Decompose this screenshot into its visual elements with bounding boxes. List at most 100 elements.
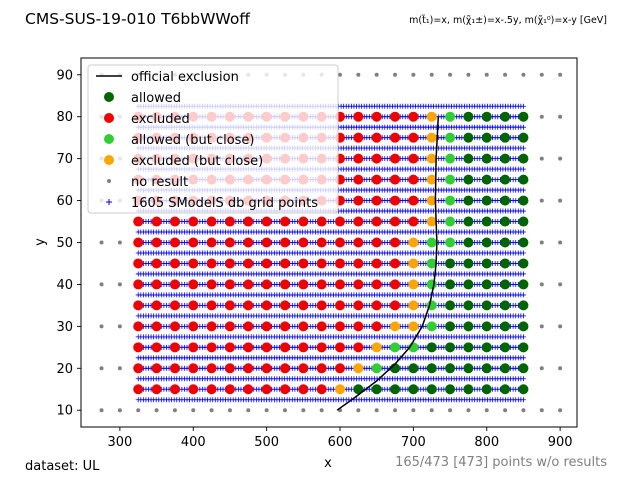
chart-title: CMS-SUS-19-010 T6bbWWoff (25, 10, 250, 28)
legend-marker (104, 113, 114, 123)
excluded-point (261, 384, 272, 395)
excluded-close-point (353, 363, 364, 374)
excluded-point (408, 132, 419, 143)
excluded-point (243, 258, 254, 269)
excluded-point (408, 216, 419, 227)
legend-label-official: official exclusion (131, 70, 239, 85)
excluded-point (298, 237, 309, 248)
excluded-point (279, 342, 290, 353)
no-result-point (154, 408, 159, 413)
allowed-point (518, 174, 529, 185)
excluded-point (169, 258, 180, 269)
grid-point (520, 355, 526, 361)
no-result-point (99, 324, 104, 329)
excluded-point (188, 342, 199, 353)
grid-point (520, 250, 526, 256)
excluded-point (151, 258, 162, 269)
excluded-point (224, 216, 235, 227)
excluded-point (151, 279, 162, 290)
x-tick-label: 800 (474, 435, 499, 450)
excluded-point (261, 216, 272, 227)
allowed-point (445, 342, 456, 353)
allowed-point (500, 174, 511, 185)
excluded-point (371, 258, 382, 269)
excluded-point (169, 279, 180, 290)
y-axis-label: y (33, 238, 48, 246)
excluded-point (335, 237, 346, 248)
grid-point (520, 334, 526, 340)
allowed-point (481, 279, 492, 290)
allowed-point (481, 300, 492, 311)
grid-point (520, 187, 526, 193)
x-tick-label: 900 (548, 435, 573, 450)
excluded-point (261, 342, 272, 353)
allowed-point (426, 384, 437, 395)
excluded-point (224, 300, 235, 311)
excluded-point (316, 216, 327, 227)
allowed-close-point (426, 237, 437, 248)
excluded-point (151, 363, 162, 374)
y-tick-label: 30 (56, 320, 73, 335)
allowed-point (500, 321, 511, 332)
allowed-close-point (445, 132, 456, 143)
excluded-point (188, 321, 199, 332)
excluded-point (261, 300, 272, 311)
excluded-point (298, 363, 309, 374)
no-result-point (539, 282, 544, 287)
excluded-point (353, 258, 364, 269)
excluded-point (224, 342, 235, 353)
excluded-close-point (408, 237, 419, 248)
allowed-close-point (426, 321, 437, 332)
excluded-point (188, 384, 199, 395)
excluded-point (390, 153, 401, 164)
grid-point (520, 229, 526, 235)
allowed-point (518, 111, 529, 122)
allowed-point (500, 216, 511, 227)
legend: official exclusionallowedexcludedallowed… (87, 64, 339, 214)
y-tick-label: 20 (56, 362, 73, 377)
excluded-point (279, 363, 290, 374)
allowed-point (463, 321, 474, 332)
legend-label-allowed: allowed (131, 91, 181, 106)
excluded-close-point (426, 111, 437, 122)
x-tick-label: 300 (107, 435, 132, 450)
no-result-point (466, 72, 471, 77)
excluded-point (206, 342, 217, 353)
grid-point (520, 166, 526, 172)
no-result-point (246, 408, 251, 413)
excluded-point (261, 279, 272, 290)
no-result-point (338, 72, 343, 77)
legend-label-allowed-close: allowed (but close) (131, 133, 255, 148)
excluded-point (298, 300, 309, 311)
allowed-point (463, 342, 474, 353)
excluded-point (390, 279, 401, 290)
excluded-point (206, 363, 217, 374)
excluded-point (371, 132, 382, 143)
excluded-point (316, 237, 327, 248)
no-result-point (503, 408, 508, 413)
excluded-close-point (426, 132, 437, 143)
excluded-point (206, 258, 217, 269)
allowed-point (426, 363, 437, 374)
excluded-point (335, 342, 346, 353)
excluded-point (335, 363, 346, 374)
allowed-point (481, 174, 492, 185)
allowed-point (518, 363, 529, 374)
excluded-point (335, 321, 346, 332)
excluded-point (224, 363, 235, 374)
no-result-point (301, 408, 306, 413)
no-result-point (191, 408, 196, 413)
legend-marker (104, 134, 114, 144)
allowed-point (463, 216, 474, 227)
legend-label-excluded-close: excluded (but close) (131, 154, 263, 169)
excluded-point (224, 321, 235, 332)
allowed-point (518, 300, 529, 311)
excluded-point (206, 216, 217, 227)
no-result-point (209, 408, 214, 413)
allowed-close-point (426, 279, 437, 290)
allowed-point (445, 321, 456, 332)
excluded-point (133, 342, 144, 353)
excluded-point (353, 153, 364, 164)
allowed-point (445, 363, 456, 374)
